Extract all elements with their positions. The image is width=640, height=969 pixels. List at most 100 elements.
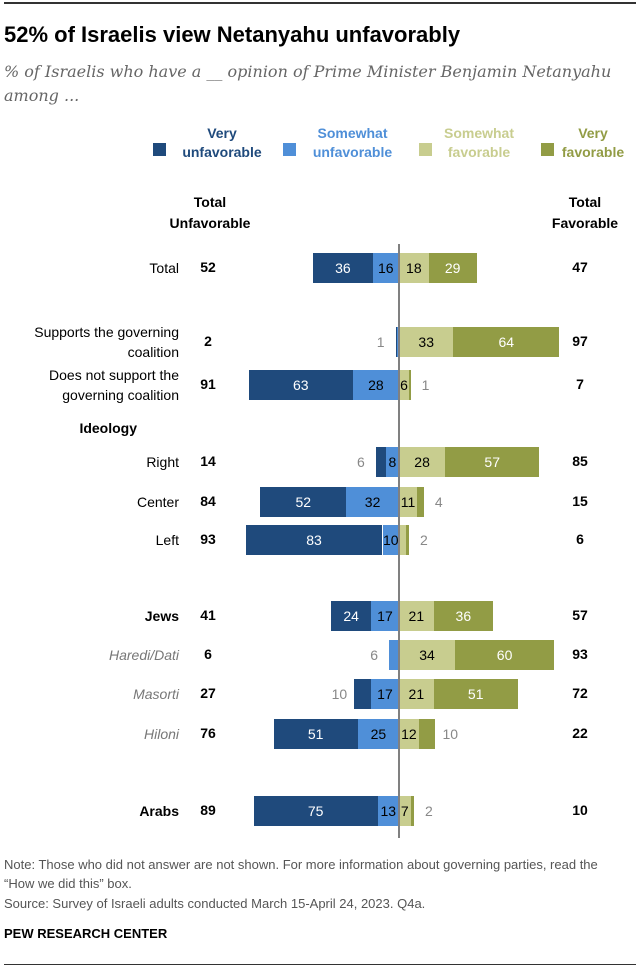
bar-very-unfavorable [313,253,373,283]
data-label: 18 [406,260,422,276]
bar-somewhat-unfavorable [352,370,399,400]
zero-axis [398,244,400,838]
data-label: 16 [378,260,394,276]
bar-very-unfavorable [245,525,383,555]
bar-somewhat-favorable [399,370,409,400]
data-label: 51 [307,726,324,742]
row-label: Center [136,494,179,510]
data-label: 32 [364,494,381,510]
bar-somewhat-favorable [399,447,446,477]
data-label: 6 [370,647,378,663]
total-unfavorable-value: 27 [200,685,216,701]
data-label: 34 [419,647,435,663]
bar-somewhat-favorable [399,253,429,283]
chart-subtitle: % of Israelis who have a __ opinion of P… [4,62,612,105]
bar-somewhat-favorable [399,796,411,826]
data-label: 63 [293,377,309,393]
bar-somewhat-favorable [399,640,456,670]
bar-very-favorable [417,487,424,517]
row-label: Hiloni [143,726,179,742]
row-label: Haredi/Dati [108,647,179,663]
legend-very-unfavorable: Very unfavorable [182,125,262,160]
chart-title: 52% of Israelis view Netanyahu unfavorab… [4,22,461,47]
data-label: 51 [467,686,484,702]
bar-very-unfavorable [331,601,371,631]
data-label: 36 [455,608,472,624]
bar-somewhat-favorable [399,487,418,517]
total-favorable-value: 6 [576,531,584,547]
bar-very-favorable [410,796,414,826]
header-total-unfavorable: Total Unfavorable [169,194,251,231]
data-label: 2 [419,532,428,548]
bar-somewhat-unfavorable [385,447,399,477]
bar-somewhat-unfavorable [370,679,399,709]
data-label: 17 [377,686,393,702]
bar-somewhat-unfavorable [357,719,399,749]
legend-swatch-very-favorable [541,143,554,156]
bar-somewhat-unfavorable [346,487,399,517]
total-favorable-value: 22 [572,725,588,741]
bar-very-favorable [453,327,560,357]
row-label: Does not support the governing coalition [49,367,179,403]
data-label: 21 [408,608,425,624]
total-favorable-value: 7 [576,376,584,392]
data-label: 4 [434,494,443,510]
data-label: 6 [356,454,365,470]
total-favorable-value: 97 [572,333,588,349]
total-unfavorable-value: 6 [204,646,212,662]
bar-somewhat-favorable [399,719,419,749]
bar-very-unfavorable [395,327,398,357]
total-unfavorable-value: 14 [200,453,216,469]
bar-very-unfavorable [273,719,358,749]
data-label: 11 [400,494,416,510]
data-label: 10 [442,726,459,742]
data-label: 1 [421,377,430,393]
bar-very-unfavorable [354,679,371,709]
data-label: 75 [307,803,324,819]
total-unfavorable-value: 84 [200,493,216,509]
bar-very-favorable [408,370,411,400]
bar-very-favorable [433,601,494,631]
row-label: Masorti [133,686,179,702]
total-unfavorable-value: 93 [200,531,216,547]
data-label: 60 [496,647,513,663]
chart-note: Note: Those who did not answer are not s… [4,857,598,891]
top-rule [4,2,636,4]
data-label: 10 [382,532,399,548]
bar-somewhat-favorable [399,601,434,631]
data-label: 64 [498,334,515,350]
bar-somewhat-favorable [399,679,434,709]
row-label: Left [155,532,179,548]
total-unfavorable-value: 91 [200,376,216,392]
data-label: 52 [295,494,312,510]
data-label: 8 [388,454,397,470]
data-label: 36 [335,260,351,276]
data-label: 7 [400,803,409,819]
row-label: Arabs [139,803,179,819]
brand-label: PEW RESEARCH CENTER [4,926,168,941]
legend-somewhat-unfavorable: Somewhat unfavorable [312,125,393,160]
data-label: 24 [343,608,359,624]
row-label: Supports the governing coalition [34,324,179,360]
data-label: 57 [484,454,500,470]
total-favorable-value: 57 [572,607,588,623]
data-label: 12 [401,726,417,742]
bar-very-favorable [428,253,477,283]
data-label: 17 [377,608,393,624]
bar-very-unfavorable [248,370,353,400]
total-unfavorable-value: 89 [200,802,216,818]
data-label: 2 [424,803,433,819]
data-label: 29 [444,260,461,276]
total-unfavorable-value: 41 [200,607,216,623]
legend-swatch-somewhat-unfavorable [283,143,296,156]
data-label: 1 [376,334,385,350]
data-label: 13 [380,803,397,819]
total-favorable-value: 72 [572,685,588,701]
bar-somewhat-unfavorable [389,640,399,670]
bar-very-favorable [405,525,409,555]
data-label: 25 [370,726,387,742]
bar-somewhat-unfavorable [372,253,399,283]
row-label: Right [146,454,179,470]
bar-very-favorable [455,640,555,670]
